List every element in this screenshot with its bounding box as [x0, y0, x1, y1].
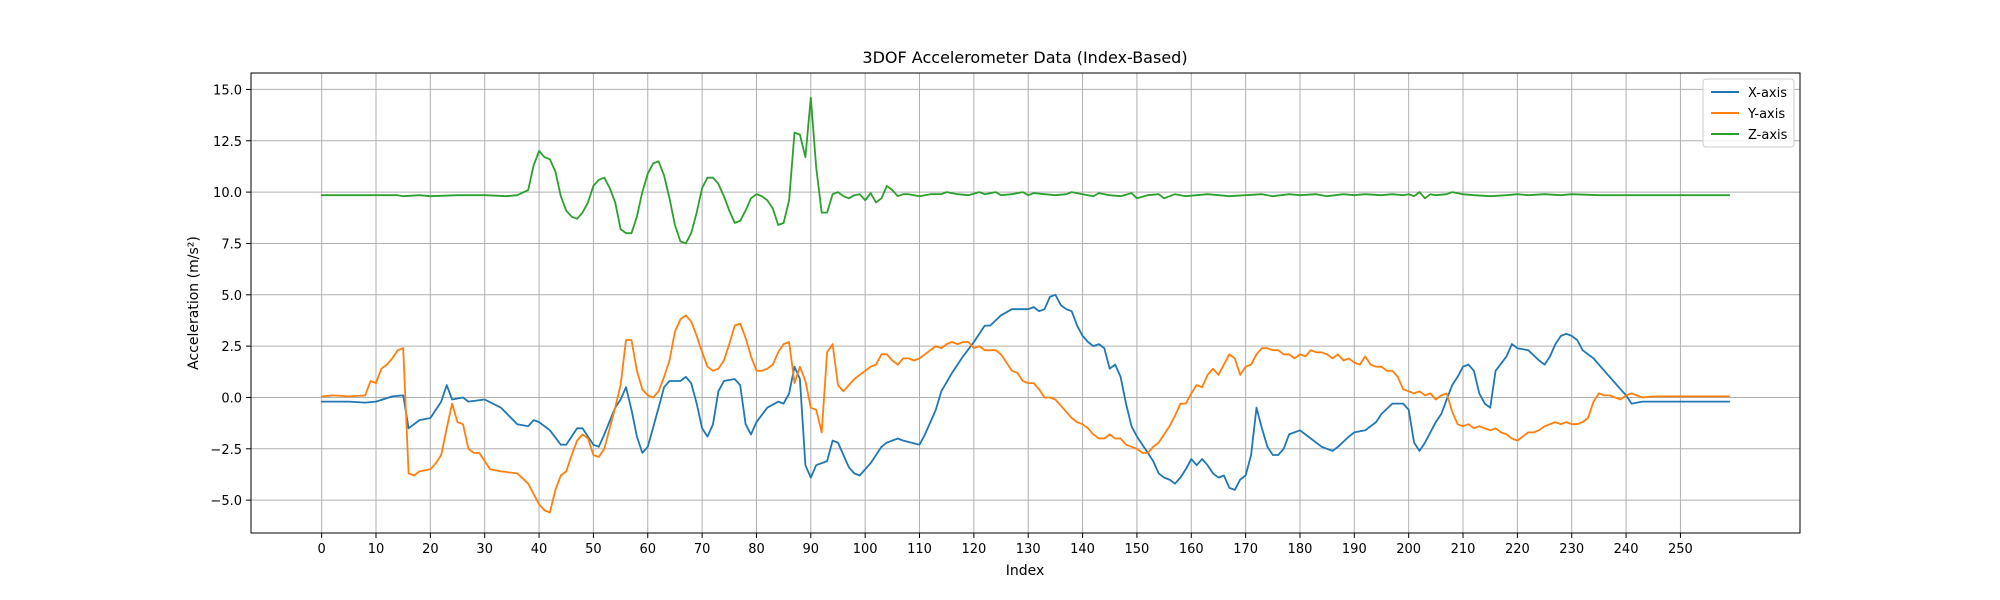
- legend-label: X-axis: [1748, 86, 1787, 101]
- legend-label: Z-axis: [1748, 128, 1788, 143]
- series-lines: [320, 96, 1731, 514]
- x-tick-label: 160: [1179, 542, 1204, 557]
- y-tick-label: 10.0: [213, 186, 242, 201]
- x-tick-label: 240: [1614, 542, 1639, 557]
- y-tick-label: 5.0: [221, 289, 242, 304]
- y-axis-ticks: −5.0 −2.5 0.0 2.5 5.0 7.5 10.0 12.5 15.0: [210, 83, 251, 509]
- y-tick-label: 0.0: [221, 391, 242, 406]
- x-tick-label: 130: [1016, 542, 1041, 557]
- x-tick-label: 100: [853, 542, 878, 557]
- series-line-z-axis: [320, 96, 1731, 245]
- x-tick-label: 70: [694, 542, 711, 557]
- x-tick-label: 90: [803, 542, 820, 557]
- plot-frame: [250, 72, 1801, 534]
- x-tick-label: 10: [368, 542, 385, 557]
- x-axis-ticks: 0 10 20 30 40 50 60 70 80 90 100 110 120 130 140 150 160…: [318, 533, 1693, 557]
- x-tick-label: 30: [476, 542, 493, 557]
- y-tick-label: 12.5: [213, 135, 242, 150]
- y-tick-label: 15.0: [213, 83, 242, 98]
- grid-lines: [251, 73, 1800, 533]
- x-tick-label: 60: [639, 542, 656, 557]
- x-tick-label: 200: [1396, 542, 1421, 557]
- x-tick-label: 150: [1125, 542, 1150, 557]
- x-tick-label: 20: [422, 542, 439, 557]
- chart-title: 3DOF Accelerometer Data (Index-Based): [862, 48, 1187, 67]
- y-tick-label: 7.5: [221, 237, 242, 252]
- y-tick-label: 2.5: [221, 340, 242, 355]
- legend-box: [1702, 78, 1795, 148]
- x-tick-label: 80: [748, 542, 765, 557]
- x-tick-label: 190: [1342, 542, 1367, 557]
- x-tick-label: 250: [1668, 542, 1693, 557]
- x-tick-label: 140: [1070, 542, 1095, 557]
- y-axis-label: Acceleration (m/s²): [186, 236, 202, 370]
- y-tick-label: −2.5: [210, 443, 242, 458]
- y-tick-label: −5.0: [210, 494, 242, 509]
- x-tick-label: 210: [1451, 542, 1476, 557]
- series-line-x-axis: [320, 293, 1731, 491]
- x-tick-label: 220: [1505, 542, 1530, 557]
- x-tick-label: 230: [1559, 542, 1584, 557]
- x-tick-label: 180: [1288, 542, 1313, 557]
- x-tick-label: 170: [1233, 542, 1258, 557]
- x-tick-label: 50: [585, 542, 602, 557]
- legend: X-axis Y-axis Z-axis: [1702, 78, 1795, 148]
- legend-label: Y-axis: [1747, 107, 1785, 122]
- x-axis-label: Index: [1006, 563, 1045, 579]
- x-tick-label: 0: [318, 542, 326, 557]
- series-line-y-axis: [320, 314, 1731, 514]
- x-tick-label: 110: [907, 542, 932, 557]
- x-tick-label: 40: [531, 542, 548, 557]
- x-tick-label: 120: [961, 542, 986, 557]
